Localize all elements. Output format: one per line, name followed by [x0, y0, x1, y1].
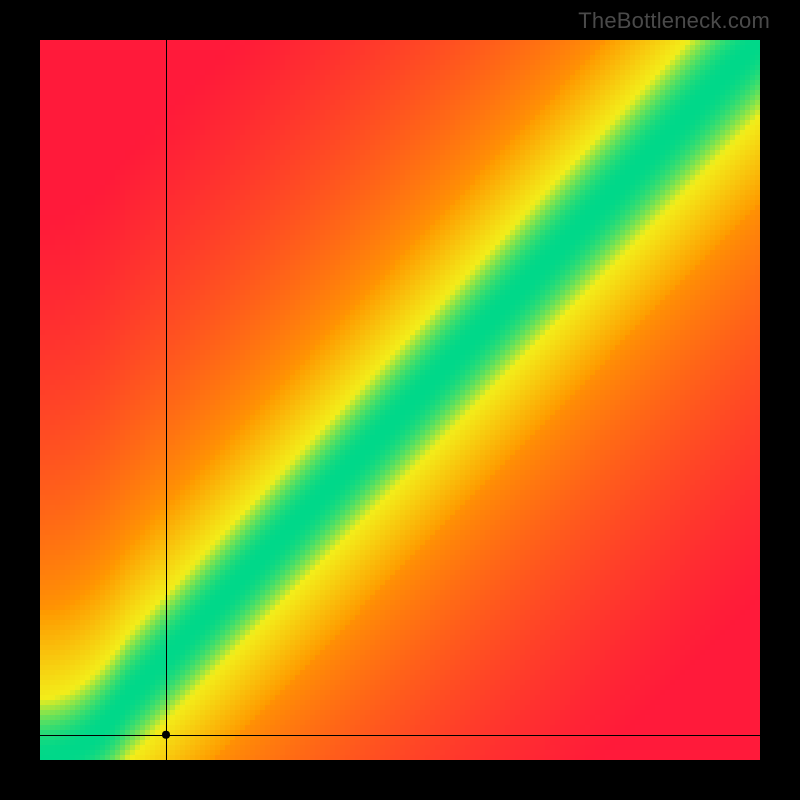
heatmap-canvas: [40, 40, 760, 760]
heatmap-plot: [40, 40, 760, 760]
watermark-text: TheBottleneck.com: [578, 8, 770, 34]
chart-root: { "watermark": { "text": "TheBottleneck.…: [0, 0, 800, 800]
